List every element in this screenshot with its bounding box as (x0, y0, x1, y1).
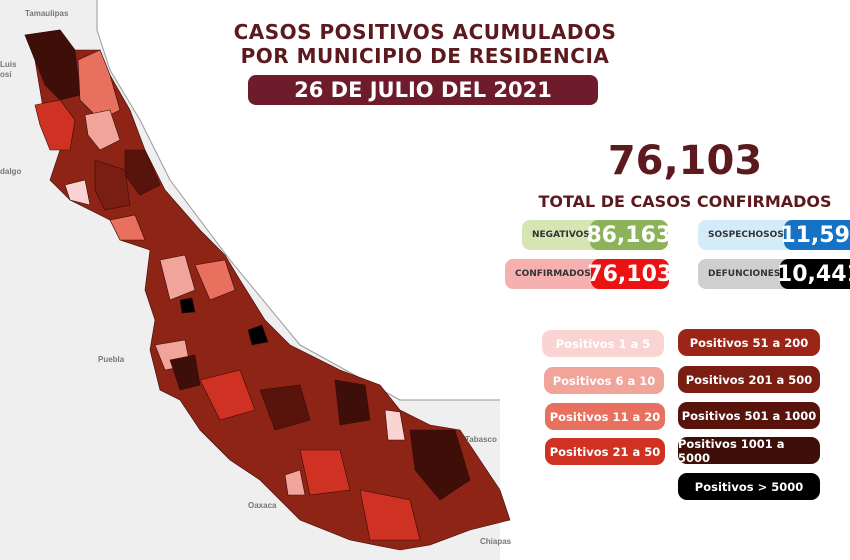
legend-item-1-5: Positivos 1 a 5 (542, 330, 664, 357)
legend-item-1001-5000: Positivos 1001 a 5000 (678, 437, 820, 465)
state-label-san-luis-potosi: Luis (0, 60, 17, 69)
state-label-tabasco: Tabasco (465, 435, 497, 444)
stat-defunciones: DEFUNCIONES 10,441 (698, 259, 850, 289)
state-label-puebla: Puebla (98, 355, 125, 364)
date-banner: 26 DE JULIO DEL 2021 (248, 75, 598, 105)
municipality-map: Tamaulipas Luis osí dalgo Puebla Oaxaca … (0, 0, 512, 560)
legend-item-501-1000: Positivos 501 a 1000 (678, 402, 820, 429)
title-line-1: CASOS POSITIVOS ACUMULADOS (233, 20, 617, 44)
state-label-tamaulipas: Tamaulipas (25, 9, 69, 18)
total-cases-label: TOTAL DE CASOS CONFIRMADOS (538, 192, 832, 211)
stat-label: NEGATIVOS (532, 230, 590, 240)
stat-confirmados: CONFIRMADOS 76,103 (505, 259, 672, 289)
legend-item-11-20: Positivos 11 a 20 (545, 403, 665, 430)
legend-item-201-500: Positivos 201 a 500 (678, 366, 820, 393)
stat-value: 11,596 (780, 220, 850, 250)
total-cases: 76,103 (607, 138, 763, 184)
stat-label: DEFUNCIONES (708, 269, 781, 279)
title-line-2: POR MUNICIPIO DE RESIDENCIA (240, 44, 610, 68)
stat-label: CONFIRMADOS (515, 269, 591, 279)
legend-item-51-200: Positivos 51 a 200 (678, 329, 820, 356)
legend-item-21-50: Positivos 21 a 50 (545, 438, 665, 465)
stat-value: 10,441 (777, 259, 850, 289)
legend-item-6-10: Positivos 6 a 10 (544, 367, 664, 394)
state-label-hidalgo: dalgo (0, 167, 21, 176)
state-label-san-luis-potosi-2: osí (0, 70, 12, 79)
state-label-oaxaca: Oaxaca (248, 501, 277, 510)
stat-negativos: NEGATIVOS 86,163 (522, 220, 671, 250)
veracruz-state (24, 29, 511, 551)
legend-item-over-5000: Positivos > 5000 (678, 473, 820, 500)
stat-sospechosos: SOSPECHOSOS 11,596 (698, 220, 850, 250)
stat-value: 76,103 (587, 259, 672, 289)
stat-value: 86,163 (586, 220, 671, 250)
state-label-chiapas: Chiapas (480, 537, 512, 546)
stat-label: SOSPECHOSOS (708, 230, 784, 240)
